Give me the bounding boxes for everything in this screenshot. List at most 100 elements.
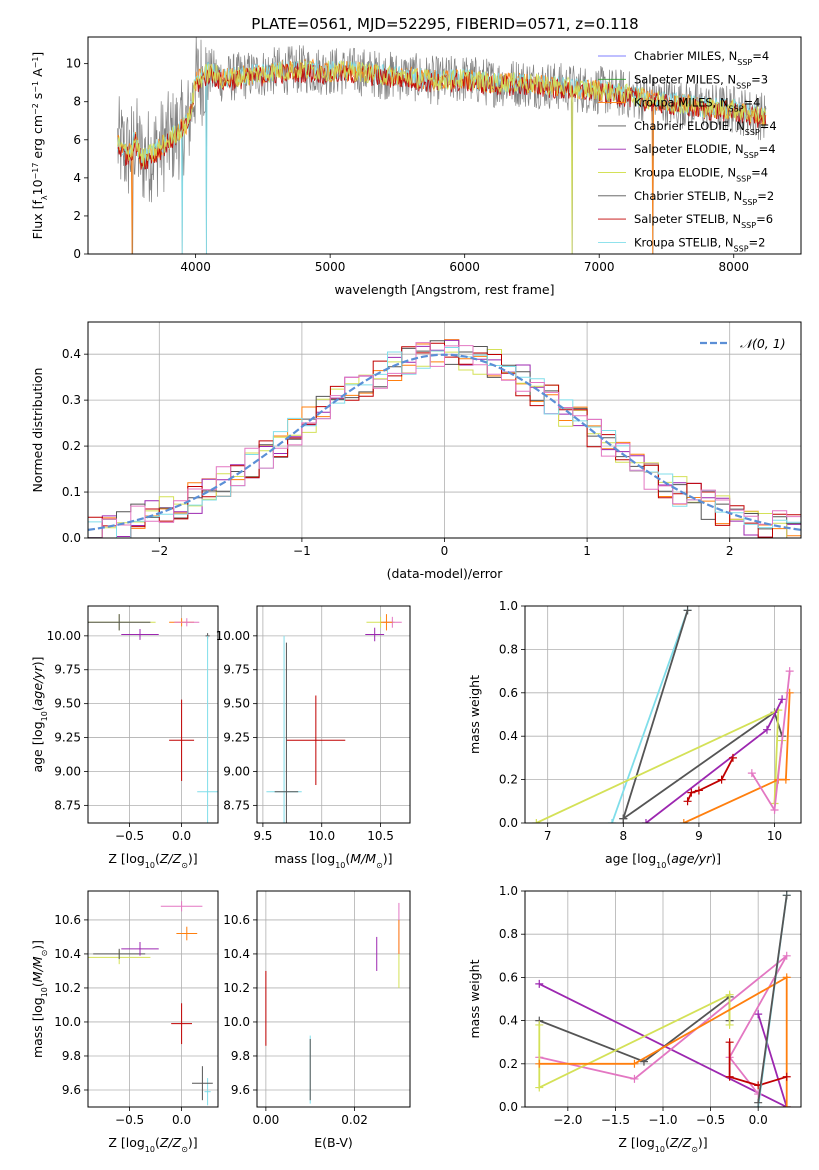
x-axis-label: (data-model)/error bbox=[387, 566, 504, 581]
weight-point-marker bbox=[641, 819, 650, 823]
y-axis-label: mass weight bbox=[467, 675, 482, 754]
weight-point-marker bbox=[535, 1083, 544, 1092]
y-tick-label: 0.0 bbox=[62, 531, 81, 545]
weight-point-marker bbox=[782, 1072, 791, 1081]
x-tick-label: 6000 bbox=[449, 260, 480, 274]
y-tick-label: 9.50 bbox=[223, 697, 250, 711]
weight-point-marker bbox=[785, 667, 794, 676]
legend-label: Kroupa ELODIE, NSSP=4 bbox=[634, 166, 768, 184]
y-tick-label: 8.75 bbox=[54, 798, 81, 812]
y-tick-label: 8 bbox=[73, 95, 81, 109]
y-tick-label: 0.8 bbox=[499, 927, 518, 941]
weight-point-marker bbox=[782, 951, 791, 960]
legend-label: Kroupa STELIB, NSSP=2 bbox=[634, 235, 765, 253]
y-tick-label: 6 bbox=[73, 133, 81, 147]
weight-point-marker bbox=[619, 814, 628, 823]
spectrum-legend: Chabrier MILES, NSSP=4 Salpeter MILES, NS… bbox=[598, 49, 777, 253]
y-tick-label: 1.0 bbox=[499, 599, 518, 613]
y-tick-label: 10.00 bbox=[216, 629, 250, 643]
y-axis-label: mass weight bbox=[467, 959, 482, 1038]
errorbar-points bbox=[88, 614, 218, 823]
errorbar-points bbox=[266, 614, 402, 823]
weight-lines bbox=[532, 606, 794, 823]
y-tick-label: 9.8 bbox=[62, 1049, 81, 1063]
y-tick-label: 10.00 bbox=[47, 629, 81, 643]
weight-point-marker bbox=[630, 1074, 639, 1083]
y-tick-label: 0.0 bbox=[499, 1100, 518, 1114]
y-tick-label: 10.2 bbox=[223, 981, 250, 995]
x-tick-label: 2 bbox=[726, 544, 734, 558]
y-tick-label: 0.6 bbox=[499, 970, 518, 984]
weight-point-marker bbox=[747, 769, 756, 778]
weight-point-marker bbox=[725, 1072, 734, 1081]
axes-frame bbox=[87, 321, 802, 539]
x-axis-label: Z [log10(Z/Z⊙)] bbox=[618, 1135, 707, 1154]
normal-curve bbox=[88, 353, 801, 531]
y-tick-label: 0 bbox=[73, 247, 81, 261]
weight-point-marker bbox=[683, 797, 692, 806]
y-tick-label: 1.0 bbox=[499, 884, 518, 898]
y-tick-label: 9.6 bbox=[62, 1083, 81, 1097]
panel-age-vs-z: −0.5 0.0 8.75 9.00 9.25 9.50 9.75 10.00 Z [log10… bbox=[30, 605, 219, 870]
weight-point-marker bbox=[754, 1098, 763, 1107]
x-tick-label: 8000 bbox=[718, 260, 749, 274]
weight-point-marker bbox=[535, 979, 544, 988]
x-tick-label: 9 bbox=[695, 829, 703, 843]
weight-point-marker bbox=[770, 805, 779, 814]
y-tick-label: 9.6 bbox=[231, 1083, 250, 1097]
y-tick-label: 10.0 bbox=[54, 1015, 81, 1029]
legend-label: Salpeter STELIB, NSSP=6 bbox=[634, 212, 773, 230]
weight-point-marker bbox=[781, 775, 790, 784]
x-tick-label: 5000 bbox=[315, 260, 346, 274]
panel-age-vs-mass: 9.5 10.0 10.5 8.75 9.00 9.25 9.50 9.75 10.00 mass… bbox=[216, 605, 411, 870]
x-tick-label: 1 bbox=[583, 544, 591, 558]
panel-spectrum: 4000 5000 6000 7000 8000 0 2 4 6 8 10 wavelength [A… bbox=[30, 36, 802, 297]
weight-point-marker bbox=[717, 775, 726, 784]
x-tick-label: 7 bbox=[544, 829, 552, 843]
histogram-steps bbox=[88, 339, 801, 538]
legend-label: Chabrier STELIB, NSSP=2 bbox=[634, 189, 774, 207]
x-axis-label: Z [log10(Z/Z⊙)] bbox=[108, 1135, 197, 1154]
x-tick-label: 10.5 bbox=[367, 829, 394, 843]
weight-series-line bbox=[728, 1042, 787, 1087]
y-tick-label: 0.2 bbox=[62, 439, 81, 453]
axes-frame bbox=[256, 890, 411, 1108]
x-tick-label: 0.02 bbox=[341, 1113, 368, 1127]
x-tick-label: −0.5 bbox=[115, 1113, 144, 1127]
weight-point-marker bbox=[782, 1103, 791, 1107]
weight-point-marker bbox=[535, 1059, 544, 1068]
weight-point-marker bbox=[532, 819, 541, 823]
weight-point-marker bbox=[728, 753, 737, 762]
y-tick-label: 9.50 bbox=[54, 697, 81, 711]
y-tick-label: 10.6 bbox=[223, 913, 250, 927]
weight-point-marker bbox=[683, 606, 692, 615]
x-tick-label: −1 bbox=[293, 544, 311, 558]
weight-series-line bbox=[757, 895, 788, 1103]
weight-point-marker bbox=[782, 891, 791, 900]
panel-residuals: −2 −1 0 1 2 0.0 0.1 0.2 0.3 0.4 (data-model)/error… bbox=[30, 321, 802, 581]
x-tick-label: −1.0 bbox=[648, 1113, 677, 1127]
y-axis-label: age [log10(age/yr)] bbox=[30, 656, 49, 772]
y-tick-label: 0.3 bbox=[62, 393, 81, 407]
y-tick-label: 10.4 bbox=[223, 947, 250, 961]
x-tick-label: 0.0 bbox=[749, 1113, 768, 1127]
x-axis-label: Z [log10(Z/Z⊙)] bbox=[108, 851, 197, 870]
y-tick-label: 0.4 bbox=[499, 729, 518, 743]
weight-lines bbox=[535, 891, 791, 1107]
y-axis-label: mass [log10(M/M⊙)] bbox=[30, 940, 49, 1058]
panel-mass-vs-z: −0.5 0.0 9.6 9.8 10.0 10.2 10.4 10.6 Z [log10(Z/… bbox=[30, 890, 219, 1154]
y-tick-label: 9.75 bbox=[223, 663, 250, 677]
y-tick-label: 0.2 bbox=[499, 773, 518, 787]
y-tick-label: 10.6 bbox=[54, 913, 81, 927]
y-tick-label: 4 bbox=[73, 171, 81, 185]
x-axis-label: age [log10(age/yr)] bbox=[605, 851, 721, 870]
x-tick-label: −0.5 bbox=[696, 1113, 725, 1127]
x-axis-label: E(B-V) bbox=[314, 1135, 353, 1150]
y-tick-label: 9.75 bbox=[54, 663, 81, 677]
y-tick-label: 10.2 bbox=[54, 981, 81, 995]
weight-series-line bbox=[622, 610, 689, 819]
x-axis-label: wavelength [Angstrom, rest frame] bbox=[334, 282, 554, 297]
axes-frame bbox=[87, 605, 219, 824]
panel-mass-vs-ebv: 0.00 0.02 9.6 9.8 10.0 10.2 10.4 10.6 E(B-V) bbox=[223, 890, 411, 1150]
